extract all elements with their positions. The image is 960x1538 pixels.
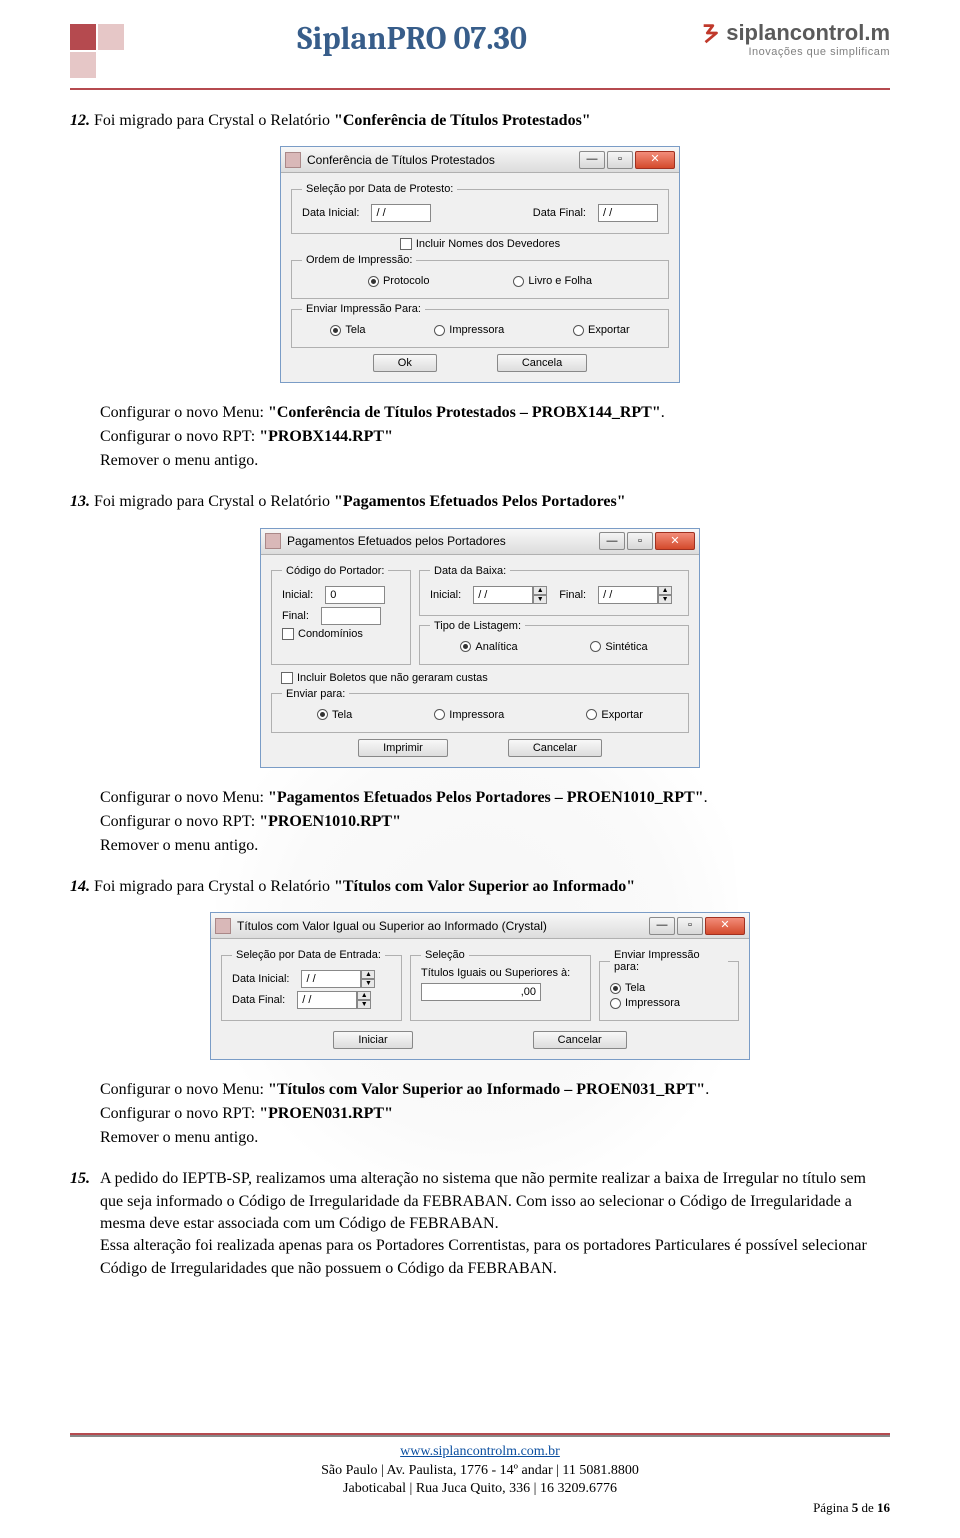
header-rule: [70, 88, 890, 90]
group-data-baixa: Data da Baixa: Inicial: ▲▼ Final: ▲▼: [419, 565, 689, 616]
radio-impressora[interactable]: Impressora: [434, 324, 504, 336]
maximize-button[interactable]: ▫: [627, 532, 653, 550]
group-enviar-para: Enviar Impressão Para: Tela Impressora E…: [291, 303, 669, 348]
label-superiores: Títulos Iguais ou Superiores à:: [421, 967, 580, 979]
spinner-data-inicial[interactable]: ▲▼: [301, 970, 375, 988]
spinner-data-final[interactable]: ▲▼: [297, 991, 371, 1009]
group-enviar-para: Enviar para: Tela Impressora Exportar: [271, 688, 689, 733]
group-tipo-listagem: Tipo de Listagem: Analítica Sintética: [419, 620, 689, 665]
checkbox-condominios[interactable]: Condomínios: [282, 628, 363, 640]
label-data-final: Data Final:: [533, 207, 586, 219]
footer-addr1: São Paulo | Av. Paulista, 1776 - 14º and…: [321, 1463, 639, 1478]
label-data-inicial: Data Inicial:: [302, 207, 359, 219]
item-13: 13. Foi migrado para Crystal o Relatório…: [70, 491, 890, 513]
item-13-config: Configurar o novo Menu: "Pagamentos Efet…: [100, 786, 890, 858]
minimize-button[interactable]: —: [599, 532, 625, 550]
maximize-button[interactable]: ▫: [607, 151, 633, 169]
group-data-protesto: Seleção por Data de Protesto: Data Inici…: [291, 183, 669, 234]
window-icon: [285, 152, 301, 168]
brand-icon: [700, 22, 722, 44]
window-title: Títulos com Valor Igual ou Superior ao I…: [237, 919, 649, 933]
minimize-button[interactable]: —: [649, 917, 675, 935]
input-inicial[interactable]: [325, 586, 385, 604]
titlebar[interactable]: Títulos com Valor Igual ou Superior ao I…: [211, 913, 749, 939]
radio-protocolo[interactable]: Protocolo: [368, 275, 429, 287]
group-enviar-para: Enviar Impressão para: Tela Impressora: [599, 949, 739, 1021]
radio-sintetica[interactable]: Sintética: [590, 641, 647, 653]
window-icon: [215, 918, 231, 934]
dialog-conferencia: Conferência de Títulos Protestados — ▫ ✕…: [280, 146, 680, 383]
input-final[interactable]: [321, 607, 381, 625]
radio-exportar[interactable]: Exportar: [573, 324, 630, 336]
footer-link[interactable]: www.siplancontrolm.com.br: [400, 1444, 560, 1459]
item-14-config: Configurar o novo Menu: "Títulos com Val…: [100, 1078, 890, 1150]
print-button[interactable]: Imprimir: [358, 739, 448, 757]
radio-livro-folha[interactable]: Livro e Folha: [513, 275, 592, 287]
spinner-data-inicial[interactable]: ▲▼: [473, 586, 547, 604]
ok-button[interactable]: Ok: [373, 354, 437, 372]
checkbox-incluir-nomes[interactable]: Incluir Nomes dos Devedores: [400, 238, 560, 250]
brand-text: siplancontrol.m: [726, 20, 890, 46]
cancel-button[interactable]: Cancelar: [508, 739, 602, 757]
page-footer: www.siplancontrolm.com.br São Paulo | Av…: [70, 1433, 890, 1516]
radio-tela[interactable]: Tela: [610, 982, 645, 994]
dialog-titulos-valor: Títulos com Valor Igual ou Superior ao I…: [210, 912, 750, 1060]
input-data-final[interactable]: [598, 204, 658, 222]
item-number: 13.: [70, 493, 90, 510]
radio-analitica[interactable]: Analítica: [460, 641, 517, 653]
page-header: SiplanPRO 07.30 siplancontrol.m Inovaçõe…: [70, 20, 890, 78]
start-button[interactable]: Iniciar: [333, 1031, 412, 1049]
minimize-button[interactable]: —: [579, 151, 605, 169]
input-valor[interactable]: [421, 983, 541, 1001]
item-12: 12. Foi migrado para Crystal o Relatório…: [70, 110, 890, 132]
brand-tagline: Inovações que simplificam: [700, 46, 890, 58]
footer-rule: [70, 1433, 890, 1437]
radio-impressora[interactable]: Impressora: [610, 997, 680, 1009]
close-button[interactable]: ✕: [655, 532, 695, 550]
footer-addr2: Jaboticabal | Rua Juca Quito, 336 | 16 3…: [343, 1481, 617, 1496]
page-number: Página 5 de 16: [70, 1500, 890, 1516]
radio-tela[interactable]: Tela: [330, 324, 365, 336]
maximize-button[interactable]: ▫: [677, 917, 703, 935]
group-codigo-portador: Código do Portador: Inicial: Final: Cond…: [271, 565, 411, 665]
window-title: Pagamentos Efetuados pelos Portadores: [287, 534, 599, 548]
close-button[interactable]: ✕: [635, 151, 675, 169]
cancel-button[interactable]: Cancelar: [533, 1031, 627, 1049]
spinner-data-final[interactable]: ▲▼: [598, 586, 672, 604]
window-icon: [265, 533, 281, 549]
logo-left: [70, 24, 124, 78]
logo-right: siplancontrol.m Inovações que simplifica…: [700, 20, 890, 58]
group-ordem-impressao: Ordem de Impressão: Protocolo Livro e Fo…: [291, 254, 669, 299]
doc-title: SiplanPRO 07.30: [124, 20, 700, 57]
item-12-config: Configurar o novo Menu: "Conferência de …: [100, 401, 890, 473]
item-number: 14.: [70, 878, 90, 895]
item-number: 15.: [70, 1170, 90, 1187]
checkbox-incluir-boletos[interactable]: Incluir Boletos que não geraram custas: [281, 672, 488, 684]
group-selecao: Seleção Títulos Iguais ou Superiores à:: [410, 949, 591, 1021]
titlebar[interactable]: Pagamentos Efetuados pelos Portadores — …: [261, 529, 699, 555]
dialog-pagamentos: Pagamentos Efetuados pelos Portadores — …: [260, 528, 700, 768]
item-number: 12.: [70, 112, 90, 129]
radio-tela[interactable]: Tela: [317, 709, 352, 721]
radio-impressora[interactable]: Impressora: [434, 709, 504, 721]
group-data-entrada: Seleção por Data de Entrada: Data Inicia…: [221, 949, 402, 1021]
cancel-button[interactable]: Cancela: [497, 354, 587, 372]
close-button[interactable]: ✕: [705, 917, 745, 935]
input-data-inicial[interactable]: [371, 204, 431, 222]
item-14: 14. Foi migrado para Crystal o Relatório…: [70, 876, 890, 898]
item-15: 15. A pedido do IEPTB-SP, realizamos uma…: [70, 1168, 890, 1280]
radio-exportar[interactable]: Exportar: [586, 709, 643, 721]
window-title: Conferência de Títulos Protestados: [307, 153, 579, 167]
titlebar[interactable]: Conferência de Títulos Protestados — ▫ ✕: [281, 147, 679, 173]
